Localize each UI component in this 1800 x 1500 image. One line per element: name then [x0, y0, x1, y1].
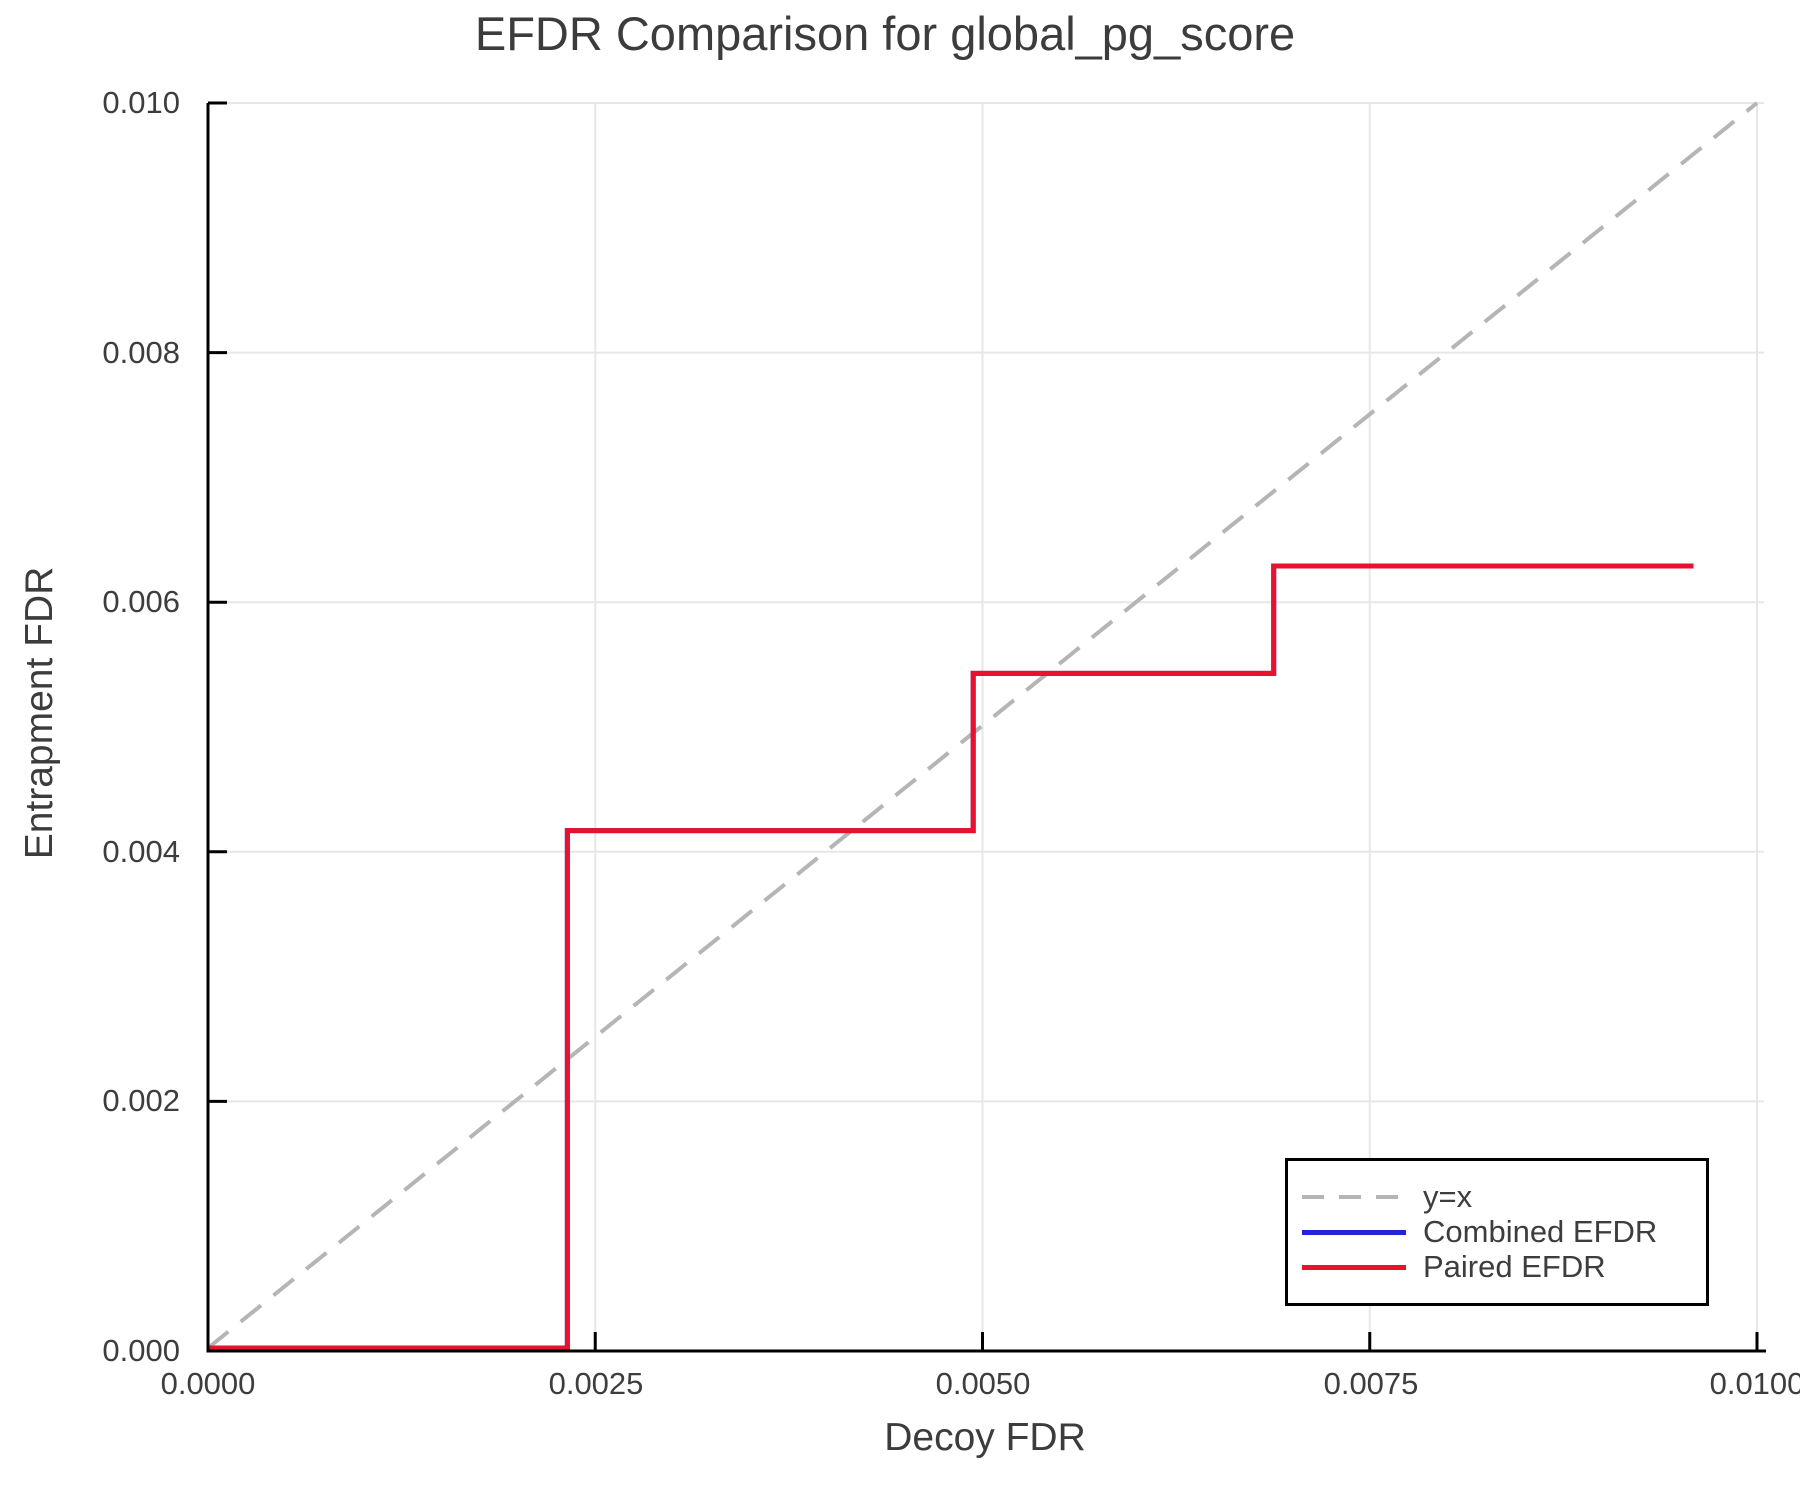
- y-tick-label: 0.002: [102, 1083, 180, 1118]
- legend-label-paired: Paired EFDR: [1423, 1249, 1606, 1284]
- y-tick-label: 0.010: [102, 85, 180, 120]
- red-line-sample: [1302, 1264, 1406, 1270]
- blue-line-sample: [1302, 1229, 1406, 1235]
- legend-row-yx: y=x: [1302, 1179, 1706, 1215]
- legend-label-yx: y=x: [1423, 1179, 1473, 1214]
- y-tick-label: 0.006: [102, 584, 180, 619]
- x-tick-label: 0.0000: [160, 1366, 256, 1401]
- x-tick-label: 0.0100: [1709, 1366, 1800, 1401]
- y-tick-label: 0.008: [102, 335, 180, 370]
- legend-row-paired: Paired EFDR: [1302, 1249, 1706, 1285]
- y-tick-label: 0.000: [102, 1333, 180, 1368]
- x-tick-label: 0.0050: [935, 1366, 1031, 1401]
- legend: y=x Combined EFDR Paired EFDR: [1285, 1158, 1709, 1306]
- x-axis-label: Decoy FDR: [884, 1416, 1086, 1459]
- x-tick-label: 0.0025: [548, 1366, 644, 1401]
- dashed-line-sample: [1302, 1195, 1406, 1199]
- legend-label-combined: Combined EFDR: [1423, 1214, 1658, 1249]
- x-tick-label: 0.0075: [1323, 1366, 1419, 1401]
- chart-title: EFDR Comparison for global_pg_score: [474, 7, 1296, 60]
- y-tick-label: 0.004: [102, 834, 180, 869]
- legend-row-combined: Combined EFDR: [1302, 1214, 1706, 1250]
